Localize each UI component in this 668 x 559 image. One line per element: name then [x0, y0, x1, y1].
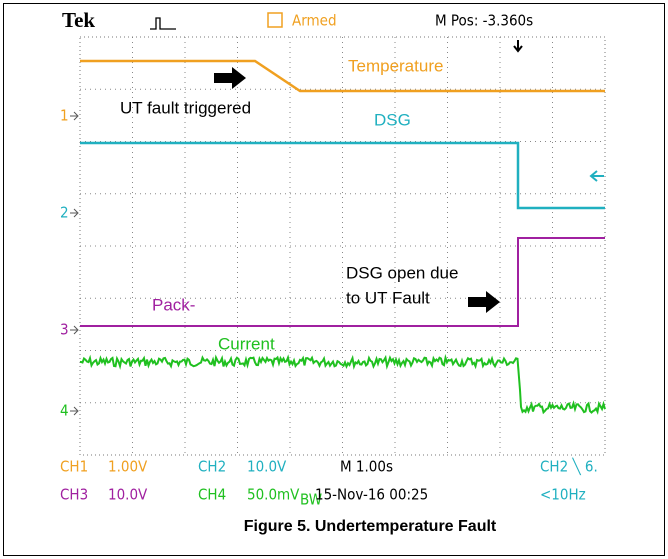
status-text: 50.0mV [247, 486, 300, 504]
acquire-icon [150, 17, 176, 30]
status-text: CH2 [198, 458, 226, 476]
trigger-level [589, 170, 604, 182]
trace [80, 237, 605, 327]
status-text: CH3 [60, 486, 88, 504]
status-text: CH1 [60, 458, 88, 476]
trace [80, 59, 605, 93]
annotation: DSG open due [346, 263, 458, 282]
brand: Tek [62, 8, 95, 32]
status-text: 10.0V [108, 486, 148, 504]
marker-arrows [70, 111, 79, 416]
arrow [214, 67, 246, 89]
trace-label: Pack- [152, 295, 195, 314]
channel-marker: 1 [60, 107, 69, 125]
channel-marker: 2 [60, 204, 69, 222]
armed-icon [267, 12, 283, 28]
status-text: <10Hz [540, 486, 586, 504]
trace-label: Temperature [348, 56, 443, 75]
figure-border [3, 3, 665, 556]
graticule-frame [79, 36, 606, 456]
channel-marker: 3 [60, 321, 69, 339]
trace [79, 353, 606, 415]
annotation: UT fault triggered [120, 98, 251, 117]
status-text: BW [300, 491, 322, 509]
position: M Pos: -3.360s [435, 12, 533, 30]
status-text: M 1.00s [340, 458, 393, 476]
status-text: 1.00V [108, 458, 148, 476]
status-text: 10.0V [247, 458, 287, 476]
channel-marker: 4 [60, 402, 69, 420]
arrow [468, 291, 500, 313]
caption: Figure 5. Undertemperature Fault [244, 518, 497, 535]
trace [80, 141, 605, 210]
status-text: 15-Nov-16 00:25 [315, 486, 428, 504]
status-text: CH2 ╲ 6. [540, 458, 598, 476]
trace-label: DSG [374, 110, 411, 129]
annotation: to UT Fault [346, 288, 430, 307]
trace-label: Current [218, 334, 275, 353]
status: Armed [292, 12, 337, 30]
status-text: CH4 [198, 486, 226, 504]
trigger-position [513, 40, 523, 53]
